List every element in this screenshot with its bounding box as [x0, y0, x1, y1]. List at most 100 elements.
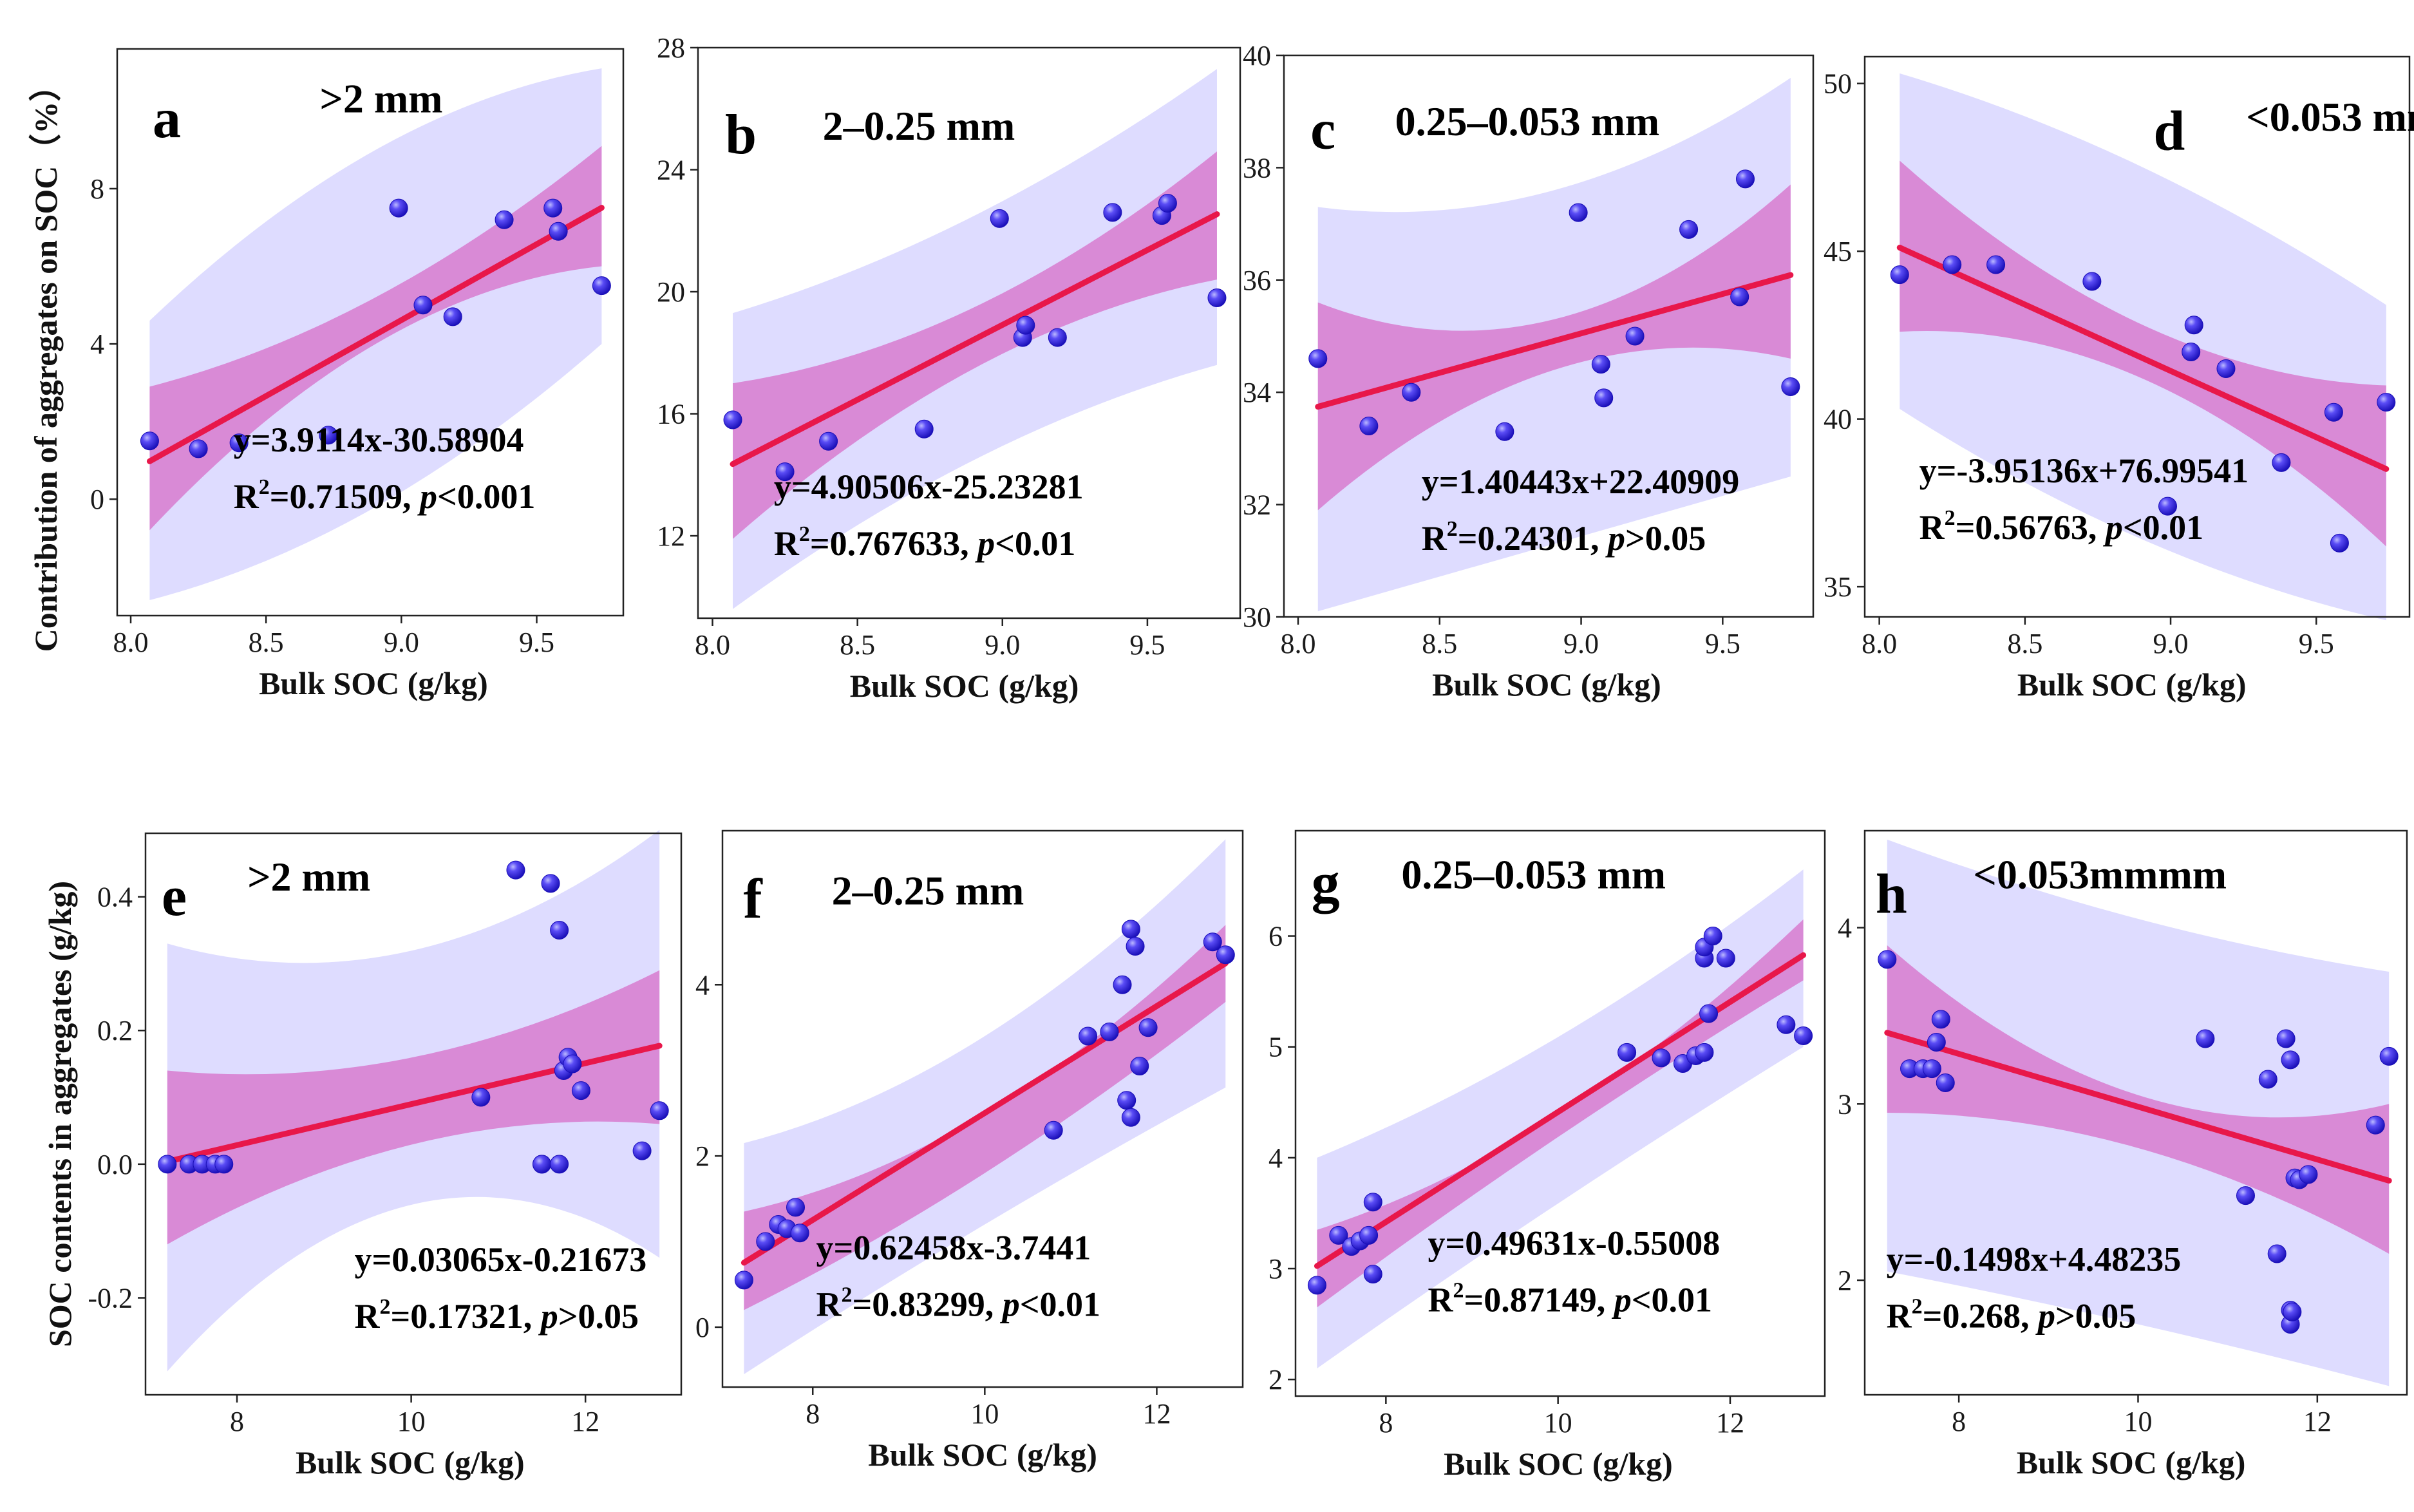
panel-c: 8.0 8.5 9.0 9.5 30 32 34 36 38 40 Bulk SOC (g/kg) c… [1243, 40, 1815, 703]
data-point [1591, 355, 1610, 374]
x-tick-label: 10 [970, 1398, 999, 1430]
data-point [229, 433, 249, 453]
confidence-band [167, 970, 660, 1245]
panel-title: 2–0.25 mm [823, 103, 1015, 149]
x-tick-label: 12 [1716, 1407, 1744, 1439]
regression-stats: R2=0.268, p>0.05 [1887, 1294, 2136, 1335]
data-point [650, 1101, 669, 1120]
data-point [914, 419, 934, 439]
regression-equation: y=4.90506x-25.23281 [774, 468, 1084, 506]
data-point [389, 198, 408, 218]
fit-line [740, 960, 1229, 1266]
data-point [1121, 920, 1140, 939]
panel-letter: d [2153, 100, 2185, 162]
y-tick-label: 34 [1243, 377, 1271, 408]
fit-line [1315, 272, 1794, 410]
data-point [1048, 328, 1067, 347]
y-tick-label: 16 [657, 399, 685, 430]
regression-stats: R2=0.24301, p>0.05 [1422, 517, 1706, 558]
data-point [2082, 272, 2102, 291]
data-point [2276, 1029, 2296, 1048]
data-point [1016, 316, 1035, 335]
panel-title: >2 mm [247, 854, 370, 900]
x-tick-label: 9.0 [2153, 628, 2189, 659]
x-tick-label: 8.5 [2007, 628, 2042, 659]
regression-equation: y=0.62458x-3.7441 [816, 1228, 1091, 1267]
x-tick-label: 9.0 [1563, 628, 1599, 659]
data-point [2196, 1029, 2215, 1048]
data-point [2299, 1165, 2318, 1184]
data-point [2236, 1186, 2255, 1205]
data-point [563, 1054, 582, 1073]
y-tick-label: 0.0 [97, 1149, 133, 1180]
data-point [2330, 533, 2349, 553]
fit-line [146, 205, 605, 464]
data-point [1569, 203, 1588, 222]
panel-h: 8 10 12 2 3 4 Bulk SOC (g/kg) h <0.053mmmm y=-0.1… [1838, 829, 2408, 1480]
confidence-band [1317, 184, 1791, 511]
data-point [2258, 1070, 2277, 1089]
data-point [541, 874, 560, 893]
plot-frame [1863, 55, 2411, 618]
x-axis-label: Bulk SOC (g/kg) [1444, 1446, 1673, 1482]
y-tick-label: 36 [1243, 265, 1271, 296]
data-point [1927, 1033, 1946, 1052]
panel-letter: e [162, 865, 187, 928]
plot-frame [721, 829, 1244, 1388]
panel-g: 8 10 12 2 3 4 5 6 Bulk SOC (g/kg) g 0.25–0.053 mm y… [1268, 829, 1826, 1482]
y-tick-label: 38 [1243, 152, 1271, 184]
data-point [1922, 1059, 1941, 1079]
y-tick-label: 24 [657, 155, 685, 186]
data-point [506, 860, 525, 880]
data-point [1307, 1276, 1326, 1295]
data-point [1329, 1225, 1348, 1245]
y-tick-label: 8 [90, 173, 104, 205]
panel-d: 8.0 8.5 9.0 9.5 35 40 45 50 Bulk SOC (g/kg) d <0.0… [1824, 55, 2414, 703]
data-point [319, 426, 338, 445]
data-point [571, 1081, 590, 1101]
panel-f: 8 10 12 0 2 4 Bulk SOC (g/kg) f 2–0.25 mm y=0.624… [695, 829, 1244, 1473]
panel-letter: c [1310, 99, 1335, 162]
panel-title: >2 mm [319, 75, 442, 121]
regression-stats: R2=0.17321, p>0.05 [354, 1295, 639, 1336]
panel-title: 0.25–0.053 mm [1395, 99, 1660, 144]
data-point [2216, 359, 2236, 378]
y-tick-label: 20 [657, 276, 685, 308]
panels-layer: 8.0 8.5 9.0 9.5 0 4 8 Bulk SOC (g/kg) a >2 mm y=3.… [88, 32, 2414, 1482]
data-point [2158, 496, 2178, 516]
data-point [1359, 1225, 1379, 1245]
data-point [140, 431, 159, 451]
regression-stats: R2=0.56763, p<0.01 [1919, 506, 2204, 547]
regression-stats: R2=0.83299, p<0.01 [816, 1283, 1100, 1323]
regression-equation: y=3.9114x-30.58904 [234, 421, 524, 459]
y-tick-label: 3 [1838, 1088, 1852, 1120]
data-point [1359, 417, 1379, 436]
fit-line [1884, 1030, 2392, 1184]
x-axis-label: Bulk SOC (g/kg) [868, 1437, 1097, 1473]
data-point [495, 210, 514, 229]
regression-stats: R2=0.767633, p<0.01 [774, 522, 1076, 563]
x-tick-label: 10 [397, 1406, 426, 1437]
panel-title: 2–0.25 mm [832, 867, 1024, 913]
data-point [1679, 220, 1699, 239]
data-point [550, 1155, 569, 1174]
confidence-band [149, 146, 602, 531]
data-point [1308, 349, 1328, 368]
y-tick-label: 50 [1824, 68, 1852, 100]
data-point [533, 1155, 552, 1174]
x-axis-label: Bulk SOC (g/kg) [259, 665, 488, 701]
x-axis-label: Bulk SOC (g/kg) [850, 668, 1079, 704]
plot-frame [116, 48, 625, 617]
confidence-band [733, 151, 1217, 539]
data-point [1103, 203, 1122, 222]
y-tick-label: 28 [657, 32, 685, 64]
x-tick-label: 8.5 [840, 629, 875, 661]
plot-frame [1294, 829, 1826, 1397]
data-point [1890, 265, 1909, 285]
data-point [2272, 453, 2291, 472]
plot-frame [1283, 54, 1815, 618]
data-point [1699, 1004, 1719, 1023]
panel-title: <0.053 mm [2246, 94, 2414, 140]
x-axis-label: Bulk SOC (g/kg) [296, 1444, 525, 1480]
